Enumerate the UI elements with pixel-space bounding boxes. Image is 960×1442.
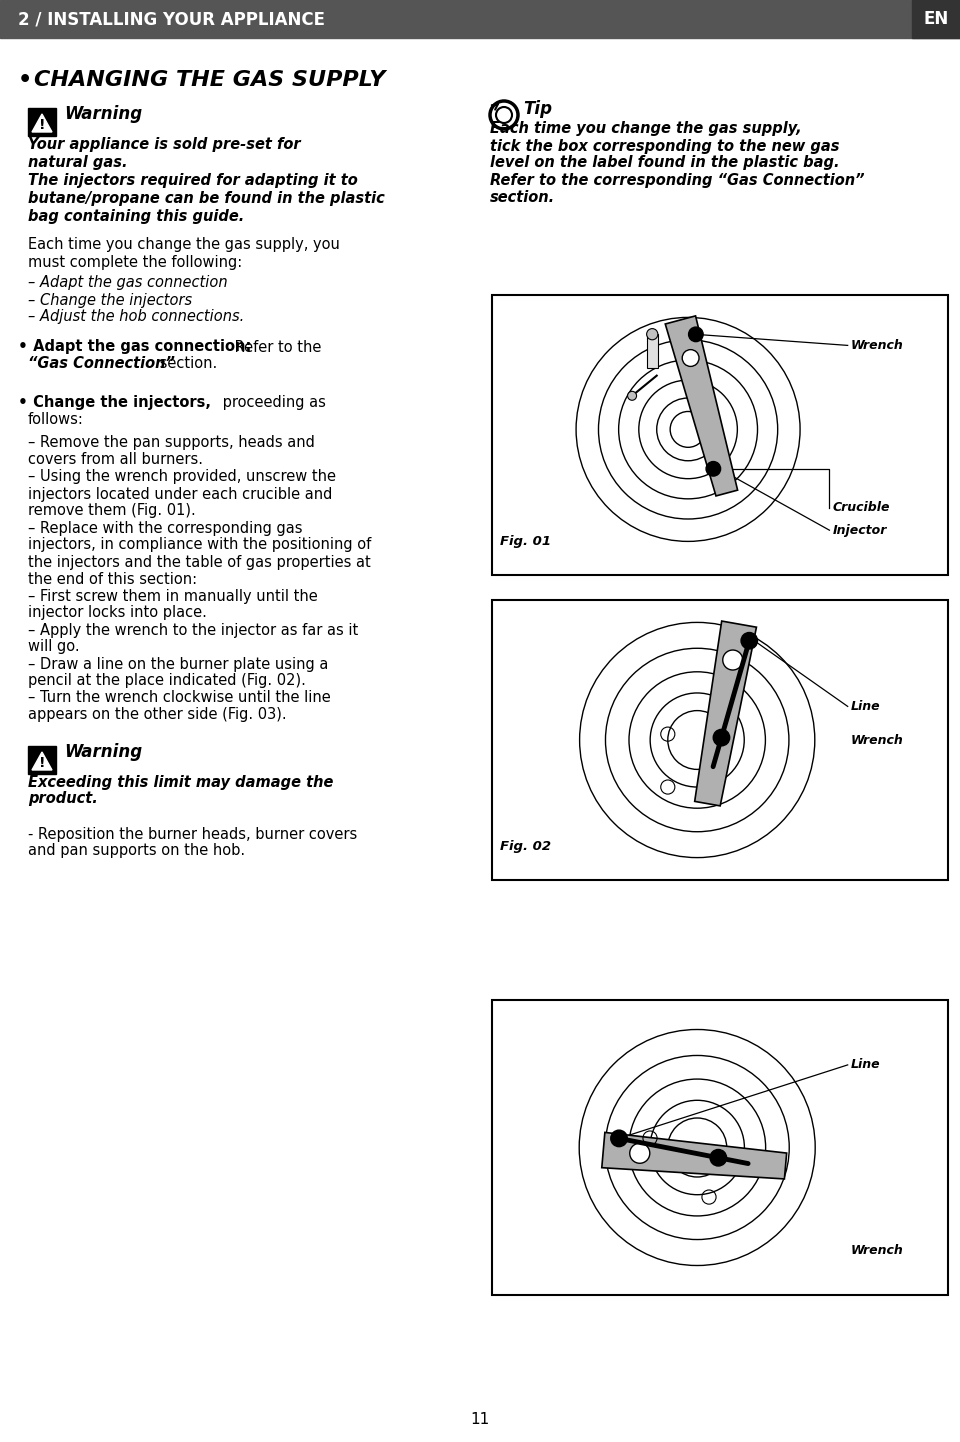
Text: – First screw them in manually until the: – First screw them in manually until the (28, 588, 318, 604)
Text: proceeding as: proceeding as (218, 395, 325, 411)
Text: 11: 11 (470, 1413, 490, 1428)
Bar (28, 108, 56, 136)
Text: section.: section. (490, 189, 555, 205)
Bar (647, 335, 658, 368)
Text: Warning: Warning (64, 743, 142, 761)
Text: – Adjust the hob connections.: – Adjust the hob connections. (28, 310, 244, 324)
Text: covers from all burners.: covers from all burners. (28, 453, 203, 467)
Text: level on the label found in the plastic bag.: level on the label found in the plastic … (490, 156, 839, 170)
Text: Fig. 02: Fig. 02 (500, 839, 551, 852)
Polygon shape (602, 1132, 786, 1180)
Bar (492, 600, 948, 880)
Text: remove them (Fig. 01).: remove them (Fig. 01). (28, 503, 196, 519)
Circle shape (741, 633, 757, 649)
Text: Each time you change the gas supply,: Each time you change the gas supply, (490, 121, 802, 137)
Text: appears on the other side (Fig. 03).: appears on the other side (Fig. 03). (28, 708, 287, 722)
Text: Refer to the: Refer to the (230, 339, 322, 355)
Text: – Change the injectors: – Change the injectors (28, 293, 192, 307)
Circle shape (683, 349, 699, 366)
Text: Each time you change the gas supply, you: Each time you change the gas supply, you (28, 238, 340, 252)
Circle shape (611, 1131, 627, 1146)
Text: product.: product. (28, 792, 98, 806)
Text: “Gas Connection”: “Gas Connection” (28, 356, 175, 372)
Text: the end of this section:: the end of this section: (28, 571, 197, 587)
Text: – Turn the wrench clockwise until the line: – Turn the wrench clockwise until the li… (28, 691, 331, 705)
Text: the injectors and the table of gas properties at: the injectors and the table of gas prope… (28, 555, 371, 570)
Text: !: ! (38, 756, 45, 770)
Text: injectors, in compliance with the positioning of: injectors, in compliance with the positi… (28, 538, 372, 552)
Bar (492, 999, 948, 1295)
Bar (0, 0, 960, 37)
Text: Wrench: Wrench (851, 1244, 903, 1257)
Text: – Draw a line on the burner plate using a: – Draw a line on the burner plate using … (28, 656, 328, 672)
Text: butane/propane can be found in the plastic: butane/propane can be found in the plast… (28, 190, 385, 206)
Text: Crucible: Crucible (832, 502, 890, 515)
Text: •: • (18, 71, 33, 89)
Circle shape (630, 1144, 650, 1164)
Text: Exceeding this limit may damage the: Exceeding this limit may damage the (28, 774, 333, 790)
Bar (912, 0, 960, 37)
Text: Tip: Tip (523, 99, 552, 118)
Text: – Adapt the gas connection: – Adapt the gas connection (28, 275, 228, 290)
Text: must complete the following:: must complete the following: (28, 254, 242, 270)
Text: !: ! (38, 118, 45, 133)
Text: – Apply the wrench to the injector as far as it: – Apply the wrench to the injector as fa… (28, 623, 358, 637)
Text: bag containing this guide.: bag containing this guide. (28, 209, 244, 224)
Text: •: • (18, 395, 28, 411)
Circle shape (713, 730, 730, 746)
Polygon shape (32, 751, 52, 770)
Circle shape (706, 461, 721, 476)
Text: Refer to the corresponding “Gas Connection”: Refer to the corresponding “Gas Connecti… (490, 173, 865, 187)
Text: Line: Line (851, 1058, 880, 1071)
Text: Line: Line (851, 699, 880, 712)
Text: – Remove the pan supports, heads and: – Remove the pan supports, heads and (28, 435, 315, 450)
Text: pencil at the place indicated (Fig. 02).: pencil at the place indicated (Fig. 02). (28, 673, 306, 688)
Bar (492, 296, 948, 575)
Text: - Reposition the burner heads, burner covers: - Reposition the burner heads, burner co… (28, 826, 357, 842)
Text: Change the injectors,: Change the injectors, (28, 395, 211, 411)
Circle shape (628, 391, 636, 401)
Text: – Using the wrench provided, unscrew the: – Using the wrench provided, unscrew the (28, 470, 336, 485)
Circle shape (710, 1149, 727, 1167)
Circle shape (723, 650, 743, 671)
Text: and pan supports on the hob.: and pan supports on the hob. (28, 844, 245, 858)
Circle shape (688, 327, 703, 342)
Polygon shape (695, 622, 756, 806)
Text: Wrench: Wrench (851, 339, 903, 352)
Text: EN: EN (924, 10, 948, 27)
Bar (28, 746, 56, 774)
Text: – Replace with the corresponding gas: – Replace with the corresponding gas (28, 521, 302, 535)
Text: •: • (18, 339, 28, 355)
Text: Injector: Injector (832, 523, 887, 536)
Text: The injectors required for adapting it to: The injectors required for adapting it t… (28, 173, 358, 187)
Polygon shape (32, 114, 52, 133)
Text: injector locks into place.: injector locks into place. (28, 606, 206, 620)
Text: follows:: follows: (28, 412, 84, 427)
Polygon shape (665, 316, 737, 496)
Text: Adapt the gas connection:: Adapt the gas connection: (28, 339, 252, 355)
Text: 2 / INSTALLING YOUR APPLIANCE: 2 / INSTALLING YOUR APPLIANCE (18, 10, 325, 27)
Text: will go.: will go. (28, 639, 80, 655)
Text: CHANGING THE GAS SUPPLY: CHANGING THE GAS SUPPLY (34, 71, 385, 89)
Text: section.: section. (155, 356, 217, 372)
Text: Warning: Warning (64, 105, 142, 123)
Text: tick the box corresponding to the new gas: tick the box corresponding to the new ga… (490, 138, 839, 153)
Text: Your appliance is sold pre-set for: Your appliance is sold pre-set for (28, 137, 300, 151)
Text: natural gas.: natural gas. (28, 154, 128, 170)
Text: Fig. 01: Fig. 01 (500, 535, 551, 548)
Text: injectors located under each crucible and: injectors located under each crucible an… (28, 486, 332, 502)
Text: Wrench: Wrench (851, 734, 903, 747)
Circle shape (647, 329, 658, 340)
